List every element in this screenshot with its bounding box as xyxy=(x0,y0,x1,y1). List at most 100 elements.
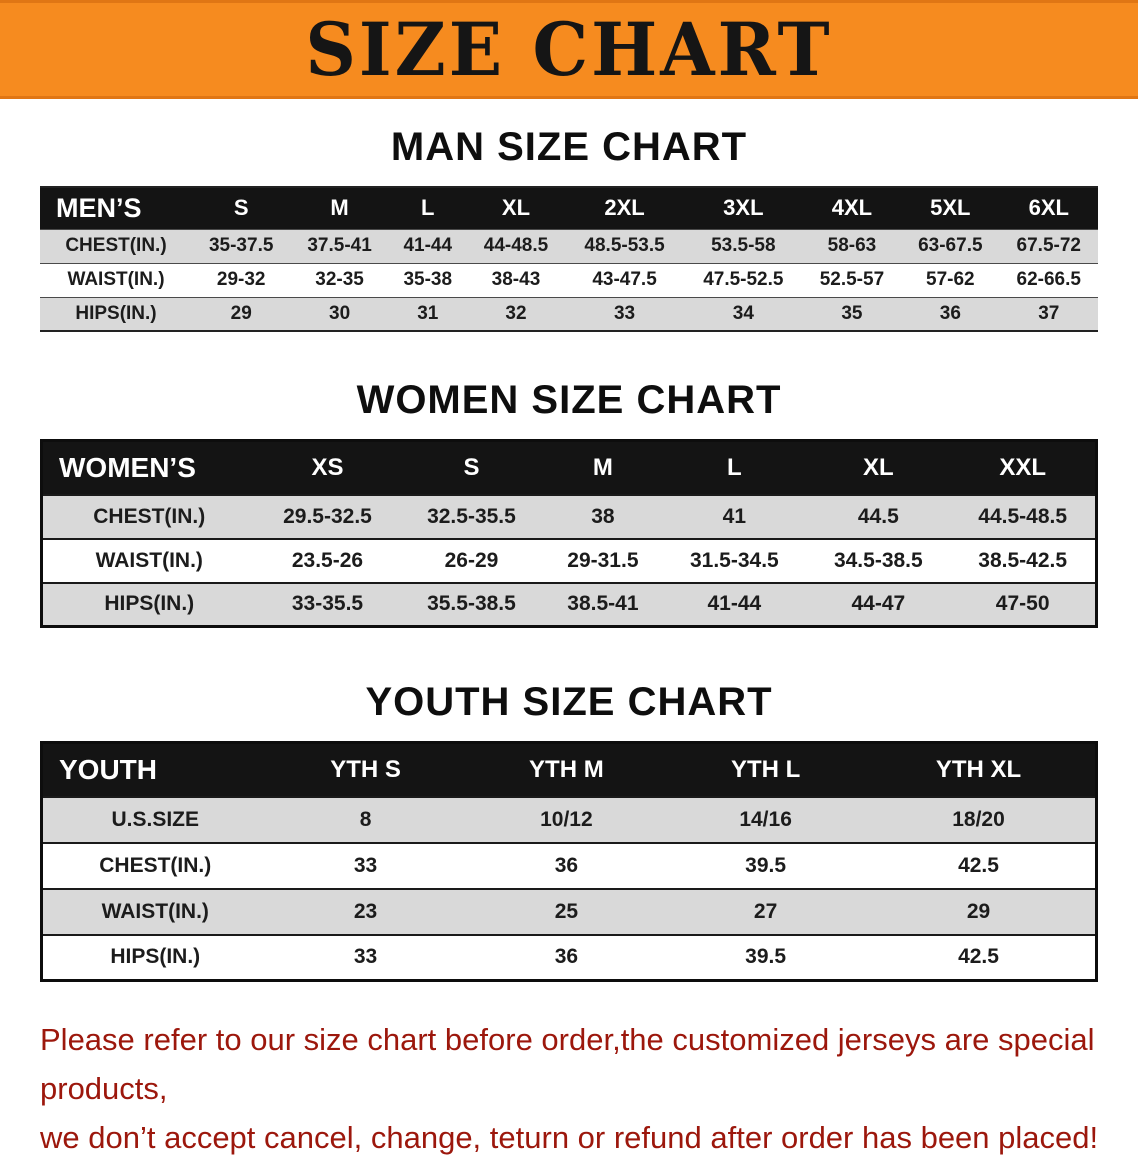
size-column-header: XXL xyxy=(950,440,1097,495)
size-value: 48.5-53.5 xyxy=(565,228,684,263)
size-value: 32 xyxy=(466,296,566,331)
size-value: 35-37.5 xyxy=(192,228,291,263)
size-value: 57-62 xyxy=(901,262,1000,297)
size-value: 36 xyxy=(463,933,670,981)
size-column-header: 2XL xyxy=(565,187,684,229)
size-column-header: YTH XL xyxy=(862,742,1097,797)
size-value: 42.5 xyxy=(862,841,1097,889)
size-column-header: XS xyxy=(255,440,400,495)
size-value: 39.5 xyxy=(669,841,863,889)
measurement-label: HIPS(IN.) xyxy=(41,933,268,981)
table-corner-label: YOUTH xyxy=(41,742,268,797)
size-value: 32-35 xyxy=(290,262,389,297)
size-column-header: 5XL xyxy=(901,187,1000,229)
size-value: 36 xyxy=(901,296,1000,331)
size-value: 36 xyxy=(463,841,670,889)
table-header-row: MEN’S S M L XL 2XL 3XL 4XL 5XL 6XL xyxy=(40,187,1098,229)
women-size-table: WOMEN’S XS S M L XL XXL CHEST(IN.) 29.5-32.5 32.5… xyxy=(40,439,1098,628)
footer-note: Please refer to our size chart before or… xyxy=(40,1016,1102,1163)
size-value: 29 xyxy=(192,296,291,331)
size-value: 44-47 xyxy=(806,581,951,627)
table-row: CHEST(IN.) 35-37.5 37.5-41 41-44 44-48.5 48.5… xyxy=(40,228,1098,263)
size-value: 47-50 xyxy=(950,581,1097,627)
men-section-title: MAN SIZE CHART xyxy=(390,125,748,169)
table-row: U.S.SIZE 8 10/12 14/16 18/20 xyxy=(41,795,1097,843)
size-value: 26-29 xyxy=(399,537,544,583)
measurement-label: U.S.SIZE xyxy=(41,795,268,843)
size-column-header: YTH M xyxy=(463,742,670,797)
size-column-header: 3XL xyxy=(683,187,803,229)
size-value: 18/20 xyxy=(862,795,1097,843)
size-value: 44.5 xyxy=(806,493,951,539)
size-value: 37 xyxy=(999,296,1098,331)
size-value: 30 xyxy=(290,296,389,331)
measurement-label: CHEST(IN.) xyxy=(41,841,268,889)
size-value: 33-35.5 xyxy=(255,581,400,627)
measurement-label: WAIST(IN.) xyxy=(40,262,192,297)
table-row: CHEST(IN.) 33 36 39.5 42.5 xyxy=(41,841,1097,889)
size-value: 62-66.5 xyxy=(999,262,1098,297)
size-value: 39.5 xyxy=(669,933,863,981)
size-value: 31.5-34.5 xyxy=(662,537,807,583)
size-column-header: 4XL xyxy=(802,187,902,229)
size-value: 33 xyxy=(267,933,464,981)
table-header-row: YOUTH YTH S YTH M YTH L YTH XL xyxy=(41,742,1097,797)
size-value: 29-31.5 xyxy=(543,537,663,583)
size-value: 44.5-48.5 xyxy=(950,493,1097,539)
size-column-header: L xyxy=(388,187,467,229)
size-value: 58-63 xyxy=(802,228,902,263)
table-row: HIPS(IN.) 33-35.5 35.5-38.5 38.5-41 41-44 44-… xyxy=(41,581,1097,627)
table-row: WAIST(IN.) 23 25 27 29 xyxy=(41,887,1097,935)
size-value: 10/12 xyxy=(463,795,670,843)
size-value: 41 xyxy=(662,493,807,539)
size-value: 43-47.5 xyxy=(565,262,684,297)
size-value: 44-48.5 xyxy=(466,228,566,263)
size-value: 63-67.5 xyxy=(901,228,1000,263)
table-row: HIPS(IN.) 29 30 31 32 33 34 35 36 37 xyxy=(40,296,1098,331)
size-value: 53.5-58 xyxy=(683,228,803,263)
measurement-label: CHEST(IN.) xyxy=(40,228,192,263)
size-value: 47.5-52.5 xyxy=(683,262,803,297)
table-corner-label: MEN’S xyxy=(40,187,192,229)
measurement-label: CHEST(IN.) xyxy=(41,493,256,539)
women-section-title: WOMEN SIZE CHART xyxy=(356,378,782,422)
table-row: WAIST(IN.) 23.5-26 26-29 29-31.5 31.5-34.5 34… xyxy=(41,537,1097,583)
youth-section-title: YOUTH SIZE CHART xyxy=(365,680,773,724)
size-value: 42.5 xyxy=(862,933,1097,981)
table-row: HIPS(IN.) 33 36 39.5 42.5 xyxy=(41,933,1097,981)
size-column-header: S xyxy=(192,187,291,229)
size-value: 67.5-72 xyxy=(999,228,1098,263)
size-column-header: YTH S xyxy=(267,742,464,797)
size-value: 37.5-41 xyxy=(290,228,389,263)
size-value: 25 xyxy=(463,887,670,935)
size-value: 27 xyxy=(669,887,863,935)
size-value: 38-43 xyxy=(466,262,566,297)
size-value: 41-44 xyxy=(388,228,467,263)
size-column-header: S xyxy=(399,440,544,495)
footer-note-line-1: Please refer to our size chart before or… xyxy=(40,1022,1095,1106)
size-value: 32.5-35.5 xyxy=(399,493,544,539)
size-value: 38.5-41 xyxy=(543,581,663,627)
section-youth-size-chart: YOUTH SIZE CHART YOUTH YTH S YTH M YTH L YTH… xyxy=(0,628,1138,982)
size-value: 41-44 xyxy=(662,581,807,627)
size-column-header: XL xyxy=(466,187,566,229)
banner: SIZE CHART xyxy=(0,0,1138,99)
measurement-label: HIPS(IN.) xyxy=(41,581,256,627)
footer-note-line-2: we don’t accept cancel, change, teturn o… xyxy=(40,1119,1099,1155)
size-value: 38.5-42.5 xyxy=(950,537,1097,583)
size-column-header: M xyxy=(543,440,663,495)
size-column-header: XL xyxy=(806,440,951,495)
section-men-size-chart: MAN SIZE CHART MEN’S S M L XL 2XL 3XL 4XL 5XL 6XL… xyxy=(0,99,1138,332)
size-value: 35.5-38.5 xyxy=(399,581,544,627)
size-value: 29 xyxy=(862,887,1097,935)
banner-title: SIZE CHART xyxy=(305,5,833,93)
size-value: 23.5-26 xyxy=(255,537,400,583)
size-column-header: M xyxy=(290,187,389,229)
section-women-size-chart: WOMEN SIZE CHART WOMEN’S XS S M L XL XXL CHEST(… xyxy=(0,332,1138,628)
table-header-row: WOMEN’S XS S M L XL XXL xyxy=(41,440,1097,495)
size-value: 35-38 xyxy=(388,262,467,297)
size-value: 34 xyxy=(683,296,803,331)
size-value: 34.5-38.5 xyxy=(806,537,951,583)
measurement-label: WAIST(IN.) xyxy=(41,537,256,583)
size-column-header: 6XL xyxy=(999,187,1098,229)
